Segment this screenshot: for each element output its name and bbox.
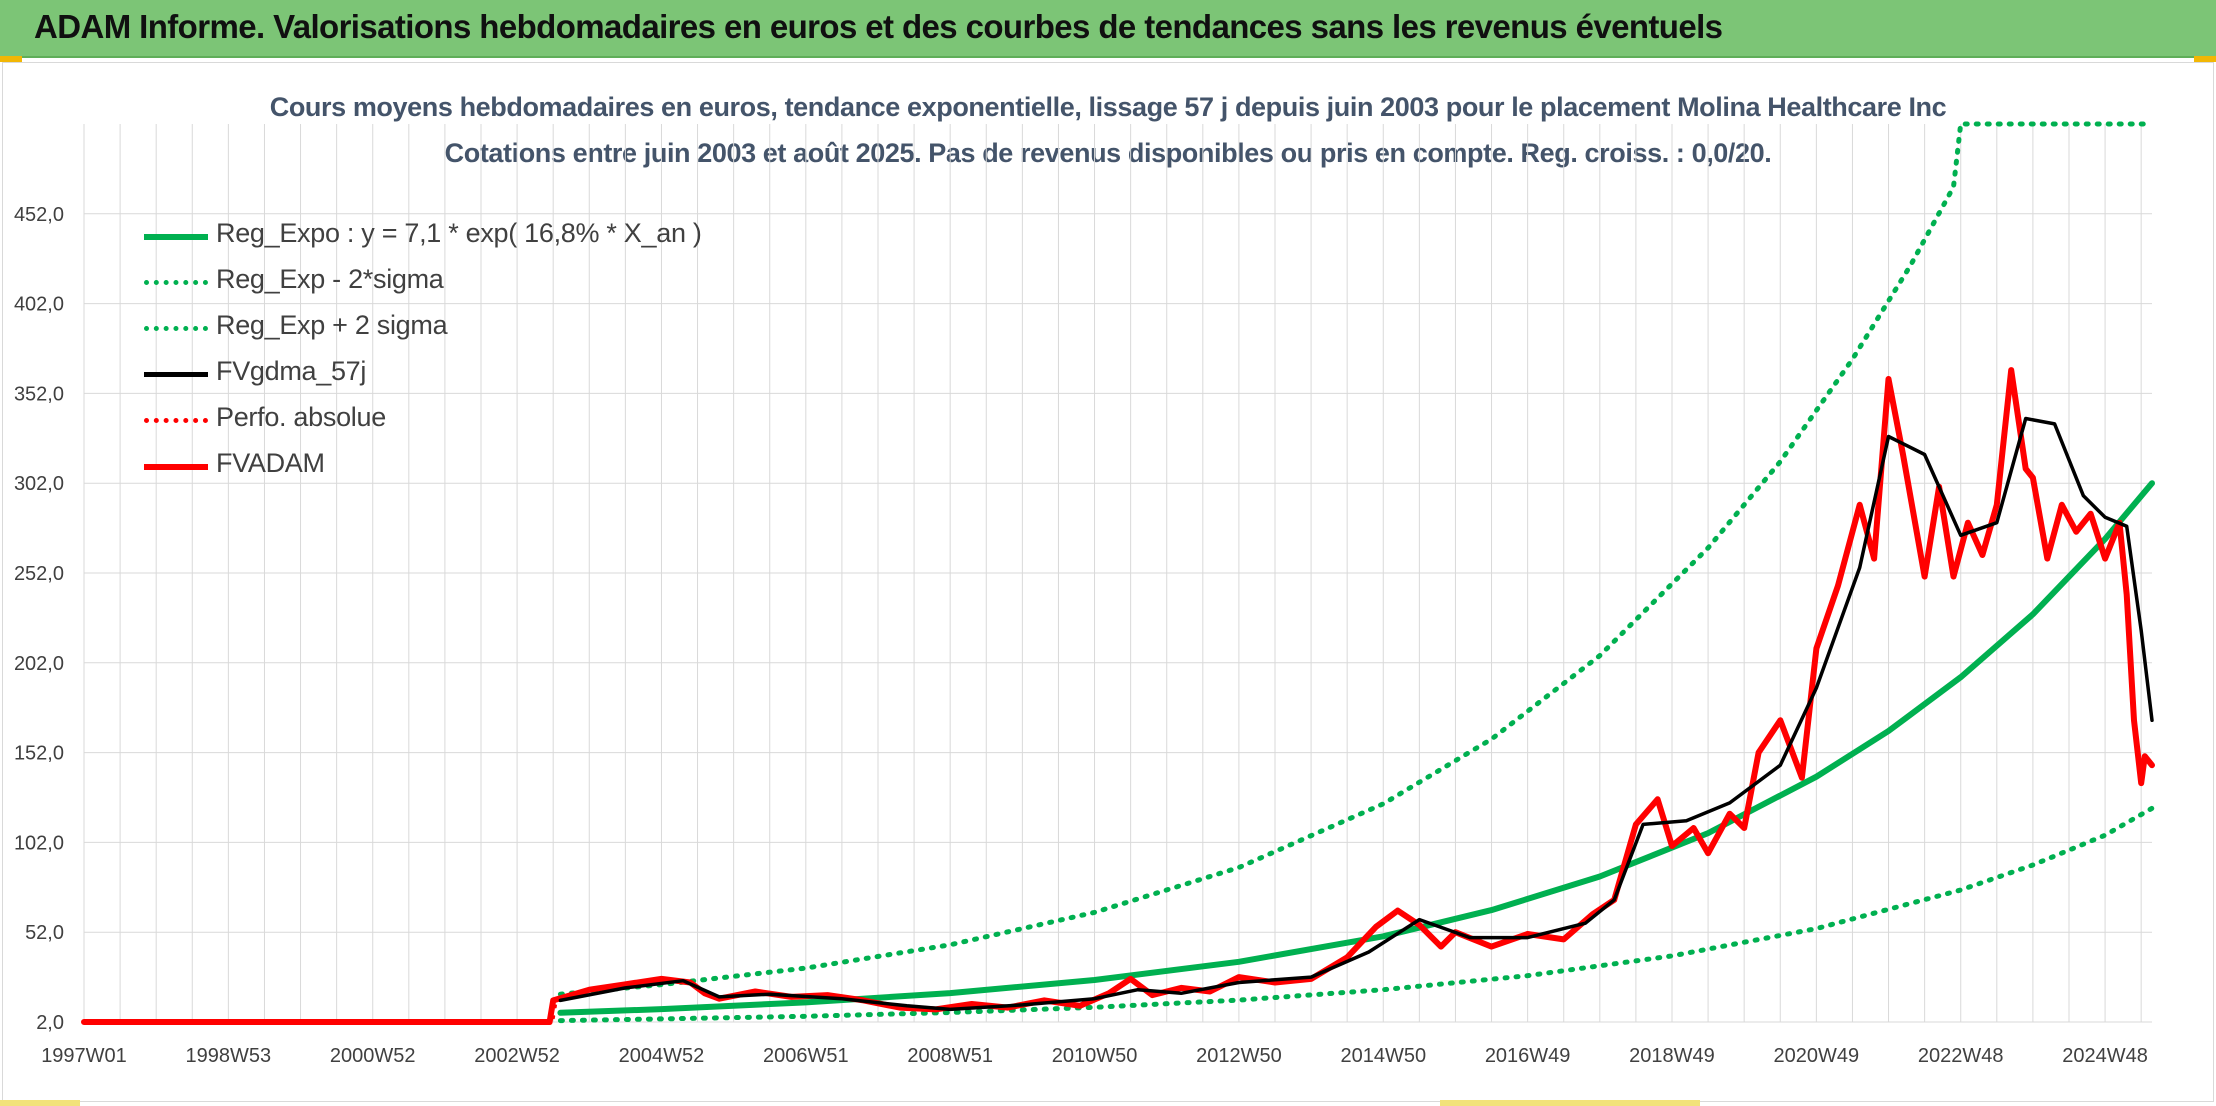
chart-subtitle: Cotations entre juin 2003 et août 2025. … xyxy=(444,138,1772,168)
y-tick-label: 102,0 xyxy=(14,832,64,854)
legend-swatch xyxy=(144,372,208,377)
legend-label: FVADAM xyxy=(216,448,325,478)
legend-swatch xyxy=(144,418,208,423)
legend-label: Reg_Exp - 2*sigma xyxy=(216,264,444,294)
legend-swatch xyxy=(144,234,208,240)
series-line-3 xyxy=(557,121,2155,997)
legend-label: Reg_Expo : y = 7,1 * exp( 16,8% * X_an ) xyxy=(216,218,702,248)
x-tick-label: 2020W49 xyxy=(1774,1045,1860,1067)
y-tick-label: 252,0 xyxy=(14,563,64,585)
series-line-4 xyxy=(558,416,2154,1012)
legend-item: Reg_Expo : y = 7,1 * exp( 16,8% * X_an ) xyxy=(140,212,840,258)
y-tick-label: 402,0 xyxy=(14,294,64,316)
x-tick-label: 2022W48 xyxy=(1918,1045,2004,1067)
x-tick-label: 2010W50 xyxy=(1052,1045,1138,1067)
y-tick-label: 152,0 xyxy=(14,743,64,765)
x-tick-label: 1998W53 xyxy=(186,1045,272,1067)
y-tick-label: 352,0 xyxy=(14,383,64,405)
legend-label: FVgdma_57j xyxy=(216,356,367,386)
legend-item: FVADAM xyxy=(140,442,840,488)
y-tick-label: 452,0 xyxy=(14,204,64,226)
x-tick-label: 2006W51 xyxy=(763,1045,849,1067)
legend-swatch xyxy=(144,326,208,331)
corner-marker-right xyxy=(2194,56,2216,62)
legend-swatch xyxy=(144,280,208,285)
legend-item: Perfo. absolue xyxy=(140,396,840,442)
chart-legend: Reg_Expo : y = 7,1 * exp( 16,8% * X_an )… xyxy=(140,212,840,488)
chart-title: Cours moyens hebdomadaires en euros, ten… xyxy=(269,92,1947,122)
report-title: ADAM Informe. Valorisations hebdomadaire… xyxy=(34,8,1723,45)
report-banner: ADAM Informe. Valorisations hebdomadaire… xyxy=(0,0,2216,58)
x-tick-label: 2008W51 xyxy=(907,1045,993,1067)
y-tick-label: 52,0 xyxy=(25,922,64,944)
x-tick-label: 2014W50 xyxy=(1340,1045,1426,1067)
x-tick-label: 2000W52 xyxy=(330,1045,416,1067)
bottom-strip-left xyxy=(0,1100,80,1106)
y-tick-label: 202,0 xyxy=(14,653,64,675)
legend-label: Perfo. absolue xyxy=(216,402,386,432)
x-tick-label: 2016W49 xyxy=(1485,1045,1571,1067)
y-tick-label: 2,0 xyxy=(36,1012,64,1034)
legend-item: Reg_Exp - 2*sigma xyxy=(140,258,840,304)
bottom-strip-right xyxy=(1440,1100,1700,1106)
series-line-2 xyxy=(557,805,2155,1024)
chart-container xyxy=(2,62,2214,1102)
x-tick-label: 2024W48 xyxy=(2062,1045,2148,1067)
legend-item: FVgdma_57j xyxy=(140,350,840,396)
legend-label: Reg_Exp + 2 sigma xyxy=(216,310,448,340)
x-tick-label: 2018W49 xyxy=(1629,1045,1715,1067)
x-tick-label: 2004W52 xyxy=(619,1045,705,1067)
series-line-1 xyxy=(557,480,2155,1016)
x-tick-label: 1997W01 xyxy=(41,1045,127,1067)
series-line-5 xyxy=(83,999,558,1023)
legend-item: Reg_Exp + 2 sigma xyxy=(140,304,840,350)
corner-marker-left xyxy=(0,56,22,62)
x-tick-label: 2002W52 xyxy=(474,1045,560,1067)
legend-swatch xyxy=(144,464,208,470)
x-tick-label: 2012W50 xyxy=(1196,1045,1282,1067)
y-tick-label: 302,0 xyxy=(14,473,64,495)
